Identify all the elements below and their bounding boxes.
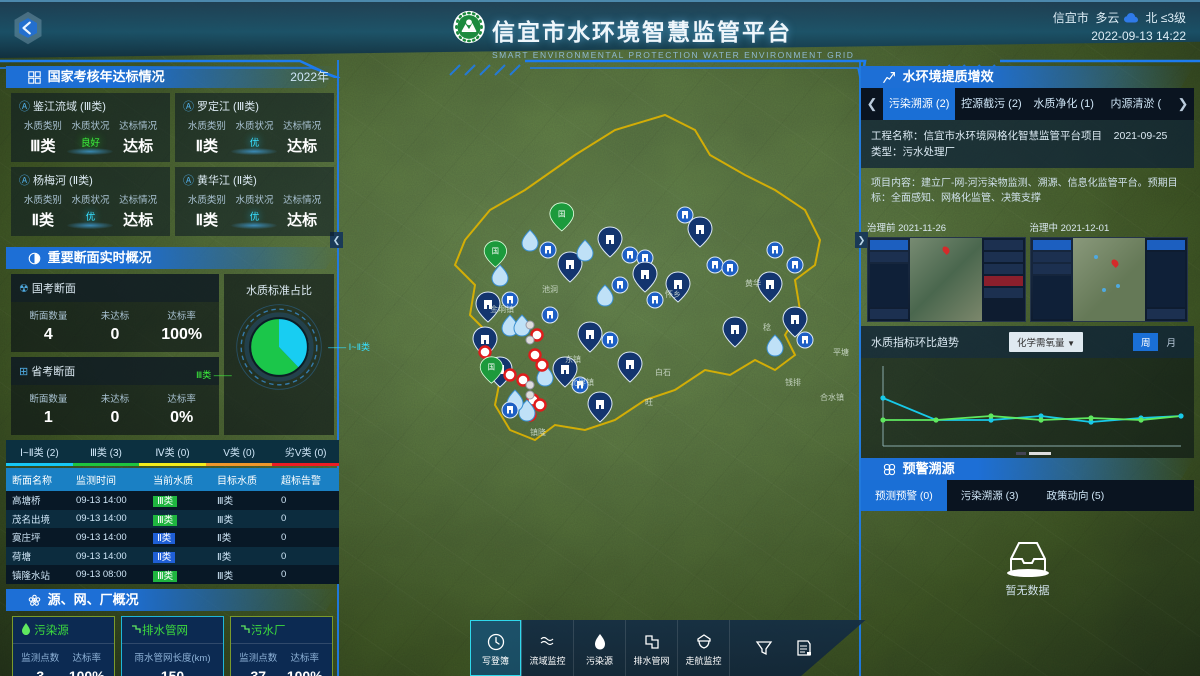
svg-text:金垌镇: 金垌镇	[490, 304, 514, 314]
svg-text:北界镇: 北界镇	[570, 377, 594, 387]
svg-text:平塘: 平塘	[833, 347, 849, 357]
svg-text:池洞: 池洞	[542, 284, 558, 294]
svg-text:钱排: 钱排	[785, 377, 801, 387]
svg-text:东镇: 东镇	[565, 354, 581, 364]
svg-text:白石: 白石	[655, 367, 671, 377]
svg-text:怀乡: 怀乡	[665, 289, 681, 299]
svg-text:镇隆: 镇隆	[530, 427, 546, 437]
svg-text:稔: 稔	[763, 322, 771, 332]
svg-text:旺: 旺	[645, 398, 653, 407]
svg-text:黄华: 黄华	[745, 278, 761, 288]
svg-text:合水镇: 合水镇	[820, 392, 844, 402]
